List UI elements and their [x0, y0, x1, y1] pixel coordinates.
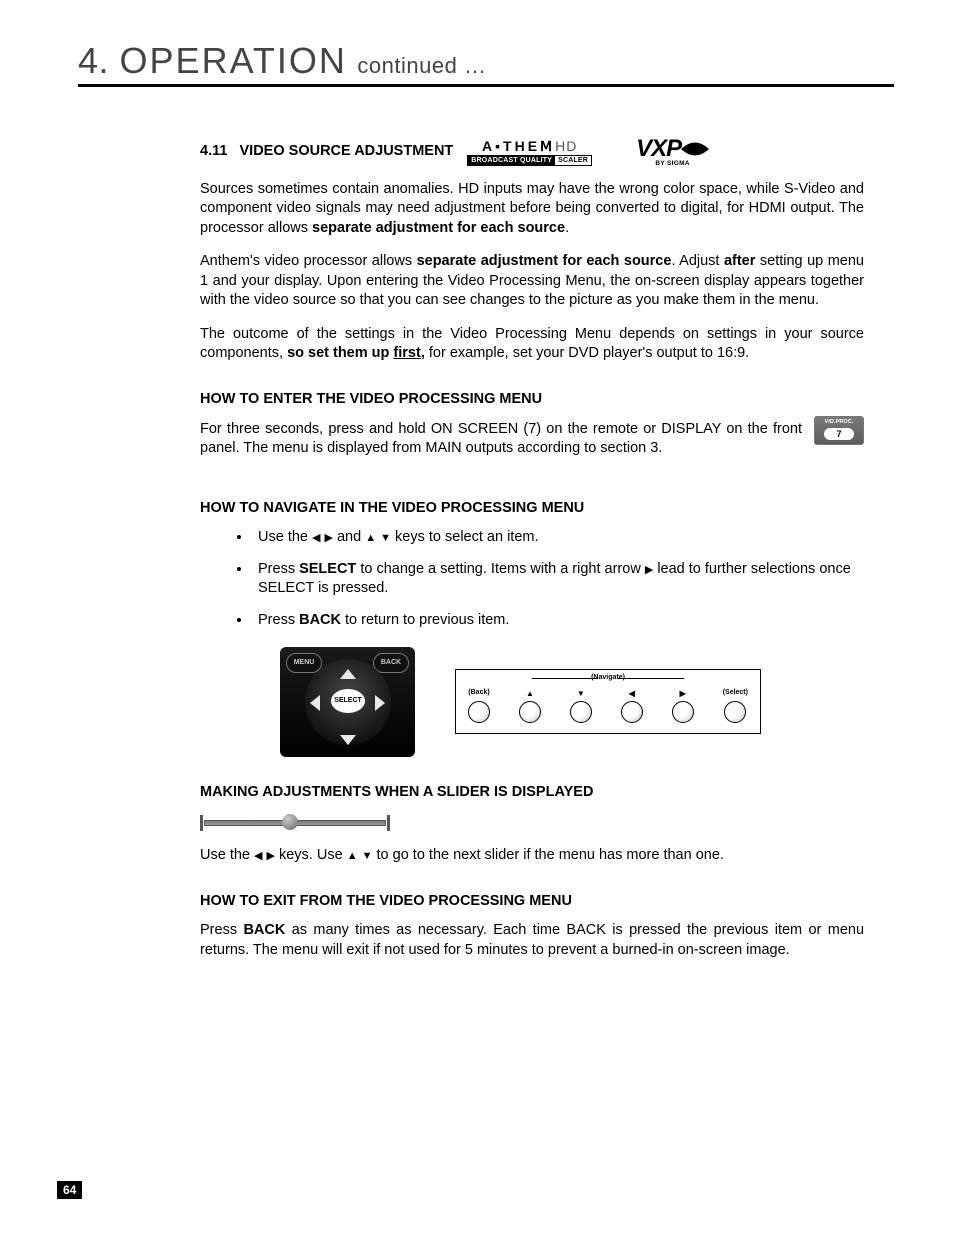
right-arrow-icon: ▶	[267, 849, 275, 864]
left-arrow-icon: ◀	[254, 849, 262, 864]
intro-paragraph-1: Sources sometimes contain anomalies. HD …	[200, 180, 864, 239]
chapter-cont: continued …	[357, 53, 486, 78]
fp-up-button: ▲	[519, 690, 541, 723]
remote-select-button: SELECT	[331, 689, 365, 713]
remote-right-icon	[375, 695, 385, 711]
remote-down-icon	[340, 735, 356, 745]
list-item: Press BACK to return to previous item.	[252, 611, 864, 631]
vxp-swoosh-icon	[681, 140, 709, 158]
how-exit-heading: HOW TO EXIT FROM THE VIDEO PROCESSING ME…	[200, 892, 864, 912]
fp-navigate-label: (Navigate)	[456, 673, 760, 682]
section-name: VIDEO SOURCE ADJUSTMENT	[240, 143, 454, 159]
intro-paragraph-2: Anthem's video processor allows separate…	[200, 252, 864, 311]
chapter-word: OPERATION	[120, 40, 347, 81]
right-arrow-icon: ▶	[325, 531, 333, 546]
list-item: Press SELECT to change a setting. Items …	[252, 560, 864, 599]
anthem-logo-text: A▪THEⅯ	[482, 138, 555, 154]
chapter-number: 4.	[78, 40, 109, 81]
section-number: 4.11	[200, 143, 227, 159]
vidproc-number: 7	[824, 428, 854, 440]
how-exit-paragraph: Press BACK as many times as necessary. E…	[200, 921, 864, 960]
how-enter-heading: HOW TO ENTER THE VIDEO PROCESSING MENU	[200, 390, 864, 410]
slider-thumb-icon	[282, 814, 298, 830]
slider-paragraph: Use the ◀ ▶ keys. Use ▲ ▼ to go to the n…	[200, 846, 864, 866]
vidproc-label: VID.PROC.	[824, 419, 853, 426]
remote-back-button: BACK	[373, 653, 409, 673]
slider-diagram	[200, 812, 390, 832]
remote-left-icon	[310, 695, 320, 711]
down-arrow-icon: ▼	[380, 531, 391, 546]
front-panel-diagram: (Navigate) (Back) ▲ ▼ ◀ ▶ (Select)	[455, 669, 761, 733]
anthem-broadcast-quality: BROADCAST QUALITY	[468, 156, 555, 165]
section-title: 4.11 VIDEO SOURCE ADJUSTMENT	[200, 142, 453, 162]
anthem-hd-logo: A▪THEⅯHD BROADCAST QUALITY SCALER	[467, 139, 592, 166]
chapter-heading: 4. OPERATION continued …	[78, 40, 894, 87]
fp-left-button: ◀	[621, 690, 643, 723]
up-arrow-icon: ▲	[347, 849, 358, 864]
how-navigate-heading: HOW TO NAVIGATE IN THE VIDEO PROCESSING …	[200, 499, 864, 519]
remote-up-icon	[340, 669, 356, 679]
vxp-subtext: BY SIGMA	[655, 161, 689, 168]
anthem-scaler: SCALER	[555, 156, 591, 165]
up-arrow-icon: ▲	[365, 531, 376, 546]
anthem-hd: HD	[555, 138, 577, 154]
left-arrow-icon: ◀	[312, 531, 320, 546]
list-item: Use the ◀ ▶ and ▲ ▼ keys to select an it…	[252, 528, 864, 548]
page-number: 64	[57, 1181, 82, 1199]
vidproc-button: VID.PROC. 7	[814, 416, 864, 445]
how-enter-text: For three seconds, press and hold ON SCR…	[200, 420, 802, 459]
remote-menu-button: MENU	[286, 653, 322, 673]
intro-paragraph-3: The outcome of the settings in the Video…	[200, 325, 864, 364]
remote-dpad-diagram: MENU BACK SELECT	[280, 647, 415, 757]
fp-down-button: ▼	[570, 690, 592, 723]
nav-instructions-list: Use the ◀ ▶ and ▲ ▼ keys to select an it…	[200, 528, 864, 630]
down-arrow-icon: ▼	[362, 849, 373, 864]
vxp-logo: VXP BY SIGMA	[636, 137, 709, 168]
slider-heading: MAKING ADJUSTMENTS WHEN A SLIDER IS DISP…	[200, 783, 864, 803]
vxp-text: VXP	[636, 137, 681, 161]
fp-right-button: ▶	[672, 690, 694, 723]
fp-back-button: (Back)	[468, 688, 490, 722]
fp-select-button: (Select)	[723, 688, 748, 722]
